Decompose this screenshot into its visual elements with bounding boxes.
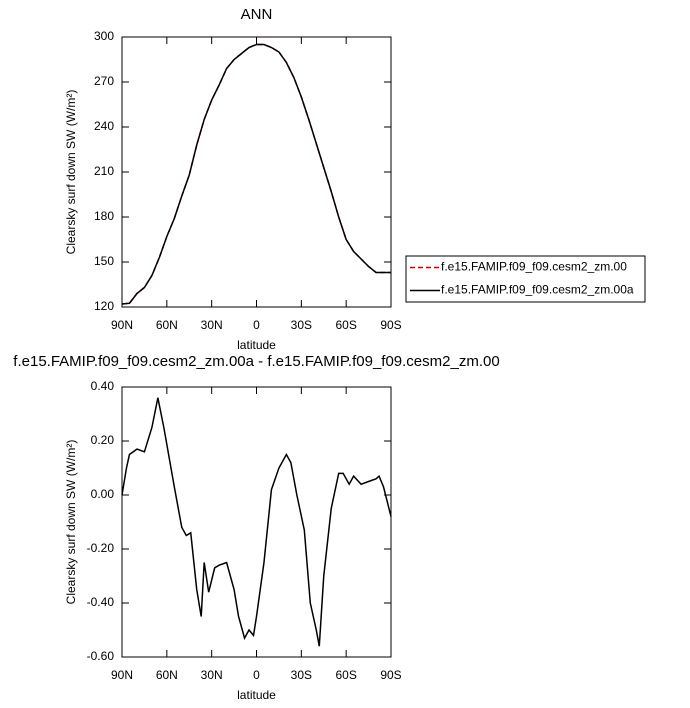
y-tick-label: 150 [94, 254, 114, 268]
y-axis-label: Clearsky surf down SW (W/m²) [64, 440, 78, 605]
x-tick-label: 60S [335, 668, 356, 682]
legend-label: f.e15.FAMIP.f09_f09.cesm2_zm.00a [441, 283, 634, 297]
x-tick-label: 90S [380, 668, 401, 682]
y-tick-label: 210 [94, 164, 114, 178]
y-tick-label: 270 [94, 74, 114, 88]
y-tick-label: 0.40 [91, 379, 115, 393]
data-line [121, 43, 391, 305]
x-tick-label: 90S [380, 318, 401, 332]
y-tick-label: 0.00 [91, 487, 115, 501]
x-tick-label: 30S [291, 318, 312, 332]
y-tick-label: 0.20 [91, 433, 115, 447]
x-axis-label: latitude [237, 338, 276, 352]
x-tick-label: 0 [253, 318, 260, 332]
x-tick-label: 60N [156, 668, 178, 682]
y-tick-label: 240 [94, 119, 114, 133]
y-tick-label: -0.40 [87, 595, 115, 609]
y-tick-label: 120 [94, 299, 114, 313]
y-tick-label: 300 [94, 29, 114, 43]
legend-box [405, 255, 646, 303]
data-line [121, 43, 391, 305]
x-tick-label: 30S [291, 668, 312, 682]
data-line [121, 397, 392, 647]
y-tick-label: -0.20 [87, 541, 115, 555]
chart-title: f.e15.FAMIP.f09_f09.cesm2_zm.00a - f.e15… [13, 353, 499, 370]
y-axis-label: Clearsky surf down SW (W/m²) [64, 90, 78, 255]
plot-frame [121, 36, 392, 308]
chart-title: ANN [241, 6, 273, 23]
x-tick-label: 90N [111, 318, 133, 332]
x-tick-label: 60N [156, 318, 178, 332]
x-tick-label: 0 [253, 668, 260, 682]
x-tick-label: 60S [335, 318, 356, 332]
x-axis-label: latitude [237, 688, 276, 702]
legend-label: f.e15.FAMIP.f09_f09.cesm2_zm.00 [441, 260, 627, 274]
y-tick-label: 180 [94, 209, 114, 223]
x-tick-label: 90N [111, 668, 133, 682]
y-tick-label: -0.60 [87, 649, 115, 663]
plot-frame [121, 386, 392, 658]
x-tick-label: 30N [201, 318, 223, 332]
x-tick-label: 30N [201, 668, 223, 682]
